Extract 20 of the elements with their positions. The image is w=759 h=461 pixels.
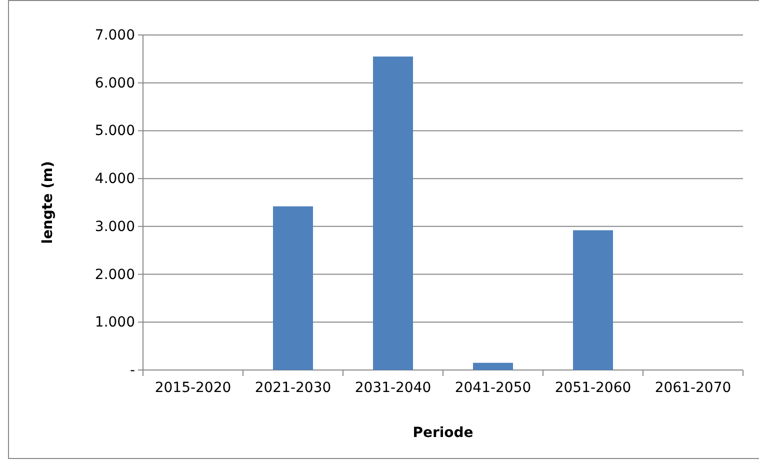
y-tick-label: - <box>130 362 135 378</box>
x-tick-label: 2015-2020 <box>154 380 232 396</box>
bar <box>273 206 313 370</box>
x-tick-label: 2041-2050 <box>454 380 532 396</box>
x-tick-label: 2051-2060 <box>554 380 632 396</box>
x-tick-label: 2061-2070 <box>654 380 732 396</box>
x-tick-label: 2021-2030 <box>254 380 332 396</box>
bar <box>573 230 613 370</box>
y-tick-label: 3.000 <box>94 218 135 235</box>
bar <box>373 56 413 370</box>
y-tick-label: 4.000 <box>94 171 135 188</box>
y-tick-label: 1.000 <box>94 314 135 331</box>
y-tick-label: 6.000 <box>94 75 135 92</box>
y-tick-label: 5.000 <box>94 123 135 140</box>
bar <box>473 362 513 370</box>
y-tick-label: 7.000 <box>94 27 135 44</box>
y-axis-title: lengte (m) <box>40 161 56 244</box>
y-tick-label: 2.000 <box>94 266 135 283</box>
x-tick-label: 2031-2040 <box>354 380 432 396</box>
x-axis-title: Periode <box>412 425 474 441</box>
